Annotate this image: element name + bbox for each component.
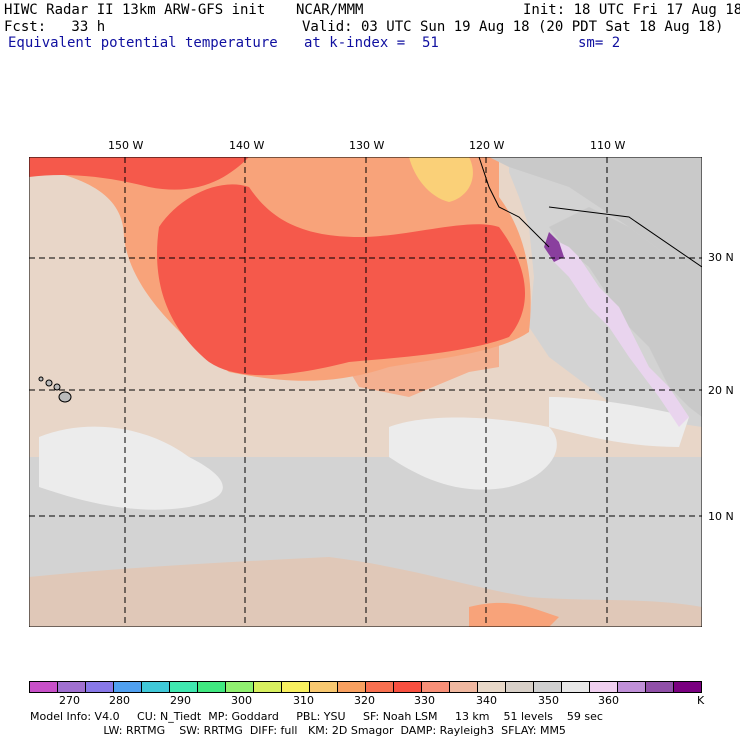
colorbar-unit: K [697,694,705,707]
swatch [674,682,701,692]
island-big-island [58,391,72,403]
colorbar-label: 290 [170,694,191,707]
model-info-line1: Model Info: V4.0 CU: N_Tiedt MP: Goddard… [30,710,603,723]
swatch [590,682,618,692]
init-time: Init: 18 UTC Fri 17 Aug 18 [523,2,740,18]
baja-dark-purple [544,232,564,262]
colorbar-label: 300 [231,694,252,707]
swatch [254,682,282,692]
warm-pocket [409,157,473,202]
lon-label-150w: 150 W [108,139,144,152]
model-title: HIWC Radar II 13km ARW-GFS init [4,2,266,18]
field-name: Equivalent potential temperature [8,35,278,51]
lat-label-30n: 30 N [708,251,734,264]
colorbar-label: 360 [598,694,619,707]
lon-label-130w: 130 W [349,139,385,152]
lon-label-110w: 110 W [590,139,626,152]
swatch [142,682,170,692]
swatch [562,682,590,692]
colorbar-label: 330 [414,694,435,707]
baja-purple-region [549,237,689,427]
smoothing-info: sm= 2 [578,35,621,51]
organization: NCAR/MMM [296,2,364,18]
swatch [30,682,58,692]
swatch [226,682,254,692]
colorbar-label: 340 [476,694,497,707]
island-maui [53,383,61,391]
swatch [394,682,422,692]
swatch [618,682,646,692]
lon-label-140w: 140 W [229,139,265,152]
swatch [310,682,338,692]
forecast-hour: Fcst: 33 h [4,19,106,35]
swatch [422,682,450,692]
swatch [58,682,86,692]
cloud-patch-west [39,426,223,510]
land-mexico [549,207,702,417]
colorbar [29,681,702,693]
land-north-america [489,157,702,267]
swatch [114,682,142,692]
island-oahu [45,379,53,387]
swatch [282,682,310,692]
swatch [646,682,674,692]
swatch [198,682,226,692]
colorbar-label: 350 [538,694,559,707]
high-theta-e-core [157,184,526,376]
cloud-patch-central [389,417,557,490]
colorbar-label: 320 [354,694,375,707]
graticule [29,157,702,627]
swatch [366,682,394,692]
colorbar-label: 310 [293,694,314,707]
lat-label-10n: 10 N [708,510,734,523]
island-kauai [38,376,44,382]
swatch [450,682,478,692]
coastline-borders [478,157,702,268]
model-info-line2: LW: RRTMG SW: RRTMG DIFF: full KM: 2D Sm… [30,724,566,737]
lon-label-120w: 120 W [469,139,505,152]
swatch [170,682,198,692]
south-warm-pocket [469,602,559,627]
high-theta-e-north [29,157,249,190]
valid-time: Valid: 03 UTC Sun 19 Aug 18 (20 PDT Sat … [302,19,724,35]
swatch [478,682,506,692]
colorbar-label: 280 [109,694,130,707]
swatch [338,682,366,692]
level-info: at k-index = 51 [304,35,439,51]
lat-label-20n: 20 N [708,384,734,397]
swatch [534,682,562,692]
swatch [86,682,114,692]
colorbar-label: 270 [59,694,80,707]
swatch [506,682,534,692]
cloud-patch-east [549,397,689,447]
theta-e-map [29,157,702,627]
hawaii-islands [38,376,72,403]
